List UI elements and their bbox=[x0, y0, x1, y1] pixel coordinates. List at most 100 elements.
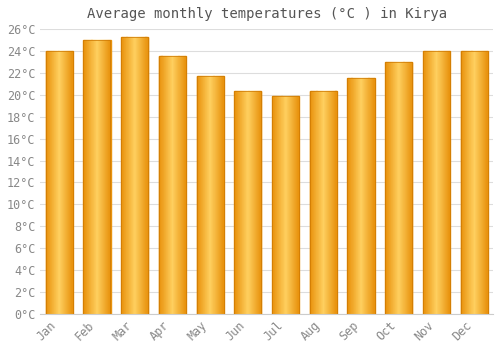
Bar bbox=[245, 91, 246, 314]
Bar bbox=[286, 96, 287, 314]
Bar bbox=[104, 40, 105, 314]
Bar bbox=[402, 62, 403, 314]
Bar bbox=[355, 78, 356, 314]
Bar bbox=[235, 91, 236, 314]
Bar bbox=[387, 62, 388, 314]
Bar bbox=[357, 78, 358, 314]
Bar bbox=[290, 96, 291, 314]
Bar bbox=[293, 96, 294, 314]
Bar bbox=[198, 76, 200, 314]
Bar bbox=[425, 51, 426, 314]
Bar bbox=[95, 40, 96, 314]
Bar bbox=[444, 51, 446, 314]
Bar bbox=[354, 78, 355, 314]
Bar bbox=[351, 78, 352, 314]
Bar bbox=[90, 40, 91, 314]
Bar bbox=[478, 51, 479, 314]
Bar bbox=[401, 62, 402, 314]
Bar bbox=[88, 40, 89, 314]
Bar bbox=[373, 78, 374, 314]
Bar bbox=[288, 96, 289, 314]
Bar bbox=[435, 51, 436, 314]
Bar bbox=[389, 62, 390, 314]
Bar bbox=[400, 62, 401, 314]
Bar bbox=[250, 91, 251, 314]
Bar bbox=[88, 40, 90, 314]
Bar bbox=[330, 91, 332, 314]
Bar bbox=[438, 51, 439, 314]
Bar bbox=[63, 51, 64, 314]
Bar bbox=[436, 51, 437, 314]
Bar bbox=[328, 91, 330, 314]
Bar bbox=[315, 91, 316, 314]
Bar bbox=[369, 78, 370, 314]
Bar bbox=[124, 37, 125, 314]
Bar bbox=[460, 51, 462, 314]
Bar bbox=[246, 91, 247, 314]
Title: Average monthly temperatures (°C ) in Kirya: Average monthly temperatures (°C ) in Ki… bbox=[86, 7, 446, 21]
Bar bbox=[134, 37, 136, 314]
Bar bbox=[171, 56, 172, 314]
Bar bbox=[442, 51, 444, 314]
Bar bbox=[58, 51, 59, 314]
Bar bbox=[247, 91, 248, 314]
Bar bbox=[359, 78, 360, 314]
Bar bbox=[433, 51, 434, 314]
Bar bbox=[287, 96, 288, 314]
Bar bbox=[260, 91, 262, 314]
Bar bbox=[182, 56, 184, 314]
Bar bbox=[353, 78, 354, 314]
Bar bbox=[204, 76, 206, 314]
Bar bbox=[334, 91, 335, 314]
Bar bbox=[164, 56, 165, 314]
Bar bbox=[96, 40, 97, 314]
Bar bbox=[361, 78, 362, 314]
Bar bbox=[336, 91, 337, 314]
Bar bbox=[121, 37, 122, 314]
Bar bbox=[285, 96, 286, 314]
Bar bbox=[179, 56, 180, 314]
Bar bbox=[366, 78, 367, 314]
Bar bbox=[161, 56, 162, 314]
Bar bbox=[249, 91, 250, 314]
Bar bbox=[108, 40, 109, 314]
Bar bbox=[57, 51, 58, 314]
Bar bbox=[317, 91, 318, 314]
Bar bbox=[311, 91, 312, 314]
Bar bbox=[350, 78, 351, 314]
Bar bbox=[208, 76, 210, 314]
Bar bbox=[284, 96, 285, 314]
Bar bbox=[181, 56, 182, 314]
Bar bbox=[410, 62, 411, 314]
Bar bbox=[278, 96, 279, 314]
Bar bbox=[411, 62, 412, 314]
Bar bbox=[248, 91, 249, 314]
Bar bbox=[480, 51, 481, 314]
Bar bbox=[68, 51, 70, 314]
Bar bbox=[272, 96, 299, 314]
Bar bbox=[434, 51, 435, 314]
Bar bbox=[348, 78, 374, 314]
Bar bbox=[472, 51, 473, 314]
Bar bbox=[211, 76, 212, 314]
Bar bbox=[172, 56, 173, 314]
Bar bbox=[291, 96, 292, 314]
Bar bbox=[427, 51, 428, 314]
Bar bbox=[145, 37, 146, 314]
Bar bbox=[217, 76, 218, 314]
Bar bbox=[100, 40, 101, 314]
Bar bbox=[242, 91, 243, 314]
Bar bbox=[475, 51, 476, 314]
Bar bbox=[86, 40, 88, 314]
Bar bbox=[360, 78, 361, 314]
Bar bbox=[54, 51, 55, 314]
Bar bbox=[289, 96, 290, 314]
Bar bbox=[363, 78, 364, 314]
Bar bbox=[440, 51, 442, 314]
Bar bbox=[241, 91, 242, 314]
Bar bbox=[206, 76, 208, 314]
Bar bbox=[168, 56, 169, 314]
Bar bbox=[48, 51, 49, 314]
Bar bbox=[352, 78, 353, 314]
Bar bbox=[318, 91, 319, 314]
